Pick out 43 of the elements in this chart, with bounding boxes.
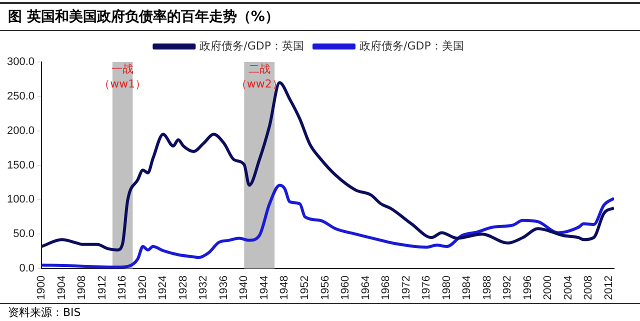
x-tick-label: 1920: [136, 276, 149, 300]
text: 资料来源：BIS: [0, 303, 640, 321]
x-tick-label: 1936: [218, 276, 230, 300]
band-label: 二战（ww2）: [236, 62, 283, 90]
y-tick-label: 250.0: [6, 90, 35, 102]
x-tick-label: 1960: [340, 276, 352, 300]
x-tick-label: 1932: [198, 276, 210, 300]
x-tick-label: 1912: [96, 276, 108, 300]
x-tick-label: 1908: [76, 276, 88, 300]
x-tick-label: 1916: [116, 276, 129, 300]
y-tick-label: 300.0: [6, 56, 35, 68]
x-tick-label: 1968: [380, 276, 392, 300]
x-tick-label: 1992: [502, 276, 514, 300]
x-tick-label: 1900: [36, 276, 48, 300]
x-tick-label: 1996: [522, 276, 534, 300]
legend-label: 政府债务/GDP：美国: [360, 39, 464, 52]
x-tick-label: 1928: [177, 276, 190, 300]
x-tick-label: 1924: [157, 276, 170, 300]
x-tick-label: 1972: [400, 276, 412, 300]
y-tick-label: 150.0: [6, 159, 35, 172]
x-tick-label: 1948: [278, 276, 291, 300]
x-tick-label: 2008: [582, 276, 595, 300]
x-tick-label: 2004: [562, 276, 574, 300]
y-tick-label: 100.0: [6, 194, 35, 206]
legend-label: 政府债务/GDP：英国: [200, 39, 304, 52]
x-tick-label: 2000: [542, 276, 554, 300]
x-tick-label: 1956: [319, 276, 332, 300]
x-tick-label: 1980: [440, 276, 453, 300]
x-tick-label: 1984: [461, 276, 474, 300]
y-tick-label: 0.0: [19, 262, 35, 275]
x-tick-label: 1904: [56, 276, 68, 300]
x-tick-label: 1944: [258, 276, 270, 300]
x-tick-label: 1976: [420, 276, 433, 300]
y-tick-label: 50.0: [13, 228, 35, 240]
x-tick-label: 1940: [238, 276, 250, 300]
x-tick-label: 1988: [481, 276, 494, 300]
x-tick-label: 1964: [360, 276, 372, 300]
band-label: 一战（ww1）: [99, 62, 146, 90]
x-tick-label: 2012: [602, 276, 615, 300]
x-tick-label: 1952: [298, 276, 311, 300]
chart-title: 图 英国和美国政府负债率的百年走势（%）: [0, 2, 640, 31]
y-tick-label: 200.0: [6, 124, 35, 137]
line-series: [42, 81, 614, 252]
